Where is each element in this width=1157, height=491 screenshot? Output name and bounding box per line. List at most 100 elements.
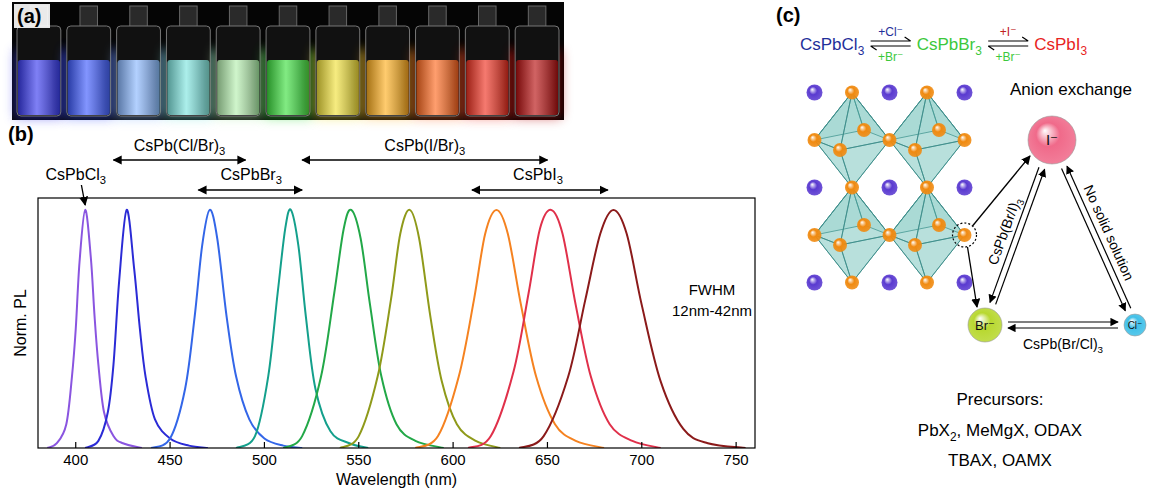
- edge-arrow: [1008, 321, 1118, 322]
- halide-atom: [883, 228, 897, 242]
- precursor-line: TBAX, OAMX: [948, 451, 1052, 470]
- x-tick: [453, 442, 454, 448]
- vial-liquid: [267, 60, 309, 115]
- selected-site: [953, 223, 977, 247]
- vial-glass: [266, 26, 310, 116]
- cs-atom: [807, 85, 823, 101]
- vial-cap: [379, 6, 397, 28]
- text-part: CsPb(Cl/Br): [134, 137, 219, 154]
- curves: [47, 209, 745, 448]
- vial-cap: [479, 6, 497, 28]
- halide-atom: [845, 86, 859, 100]
- annotation: CsPb(I/Br)3: [384, 137, 465, 157]
- octahedron-face: [915, 140, 965, 188]
- range-arrow: [113, 159, 245, 160]
- arrow-label: +Br⁻: [878, 50, 903, 64]
- halide-atom: [883, 133, 897, 147]
- cs-atom: [957, 275, 973, 291]
- x-tick-label: 550: [346, 451, 371, 468]
- vial-glass: [316, 26, 360, 116]
- x-tick: [736, 442, 737, 448]
- halide-atom: [857, 218, 871, 232]
- vial-glow: [364, 50, 412, 118]
- vial-liquid: [118, 60, 160, 115]
- vial-shine: [167, 60, 209, 115]
- vial-glass: [67, 26, 111, 116]
- pl-curve: [415, 210, 604, 448]
- diagram-title: Anion exchange: [1010, 80, 1132, 99]
- octahedron-face: [815, 188, 890, 283]
- range-arrow: [302, 159, 547, 160]
- cs-atom: [807, 180, 823, 196]
- pl-curve: [468, 210, 660, 448]
- vial-shine: [267, 60, 309, 115]
- text-part: CsPbBr: [917, 35, 976, 54]
- pl-curve: [47, 210, 141, 448]
- figure: (a)(b)400450500550600650700750Wavelength…: [0, 0, 1157, 491]
- vial-glow: [264, 50, 312, 118]
- vial-glow: [164, 50, 212, 118]
- octahedron-face: [840, 140, 890, 188]
- vial-liquid: [217, 60, 259, 115]
- halide-atom: [932, 218, 946, 232]
- subscript: 3: [100, 174, 106, 186]
- ion-sphere: [1028, 116, 1076, 164]
- subscript: 3: [1081, 44, 1088, 58]
- halide-atom: [845, 181, 859, 195]
- octahedron-face: [890, 93, 965, 188]
- x-tick: [641, 442, 642, 448]
- precursor-title: Precursors:: [957, 390, 1044, 409]
- edge-arrow: [1008, 327, 1118, 328]
- crystal: [807, 85, 977, 291]
- halide-atom: [857, 123, 871, 137]
- octahedron-face: [890, 188, 965, 283]
- cs-atom: [882, 180, 898, 196]
- vial-liquid: [417, 60, 459, 115]
- vial-shine: [118, 60, 160, 115]
- x-tick-label: 400: [63, 451, 88, 468]
- subscript: 3: [858, 44, 865, 58]
- vial-glow: [314, 50, 362, 118]
- pl-curve: [236, 209, 368, 448]
- cs-atom: [882, 85, 898, 101]
- species: CsPbCl3: [800, 35, 865, 58]
- range-arrow: [472, 189, 608, 190]
- vial-glow: [463, 50, 511, 118]
- text-part: No solid solution: [1081, 183, 1138, 283]
- vial-glass: [465, 26, 509, 116]
- vial-liquid: [367, 60, 409, 115]
- pl-curve: [151, 210, 302, 448]
- vial-cap: [279, 6, 297, 28]
- vial-glass: [366, 26, 410, 116]
- vial-glow: [214, 50, 262, 118]
- text-part: CsPb(Br/Cl): [1023, 336, 1098, 352]
- subscript: 3: [276, 174, 282, 186]
- panel-label: (c): [776, 4, 800, 26]
- subscript: 3: [459, 145, 465, 157]
- text-part: CsPbI: [513, 166, 557, 183]
- ion-sphere: [1124, 314, 1146, 336]
- x-tick-label: 650: [535, 451, 560, 468]
- halide-atom: [958, 133, 972, 147]
- ion-label: Cl⁻: [1128, 320, 1143, 331]
- vial-liquid: [317, 60, 359, 115]
- halide-atom: [833, 238, 847, 252]
- arrow-label: +I⁻: [1000, 25, 1017, 39]
- precursor-line: PbX2, MeMgX, ODAX: [918, 421, 1082, 444]
- vial-cap: [229, 6, 247, 28]
- exchange-arrow: [968, 247, 978, 307]
- panel-label: (a): [17, 5, 41, 27]
- x-tick: [358, 442, 359, 448]
- annotation: 12nm-42nm: [672, 302, 752, 319]
- halide-atom: [808, 228, 822, 242]
- vial-glass: [117, 26, 161, 116]
- octahedron-face: [815, 93, 890, 188]
- x-tick: [264, 442, 265, 448]
- cs-atom: [882, 275, 898, 291]
- pl-curve: [340, 210, 500, 448]
- panel-label: (b): [8, 123, 34, 145]
- vial-shine: [18, 60, 60, 115]
- arrow-label: +Cl⁻: [878, 25, 903, 39]
- ion-label: Br⁻: [975, 318, 995, 333]
- annotation: CsPb(Cl/Br)3: [134, 137, 226, 157]
